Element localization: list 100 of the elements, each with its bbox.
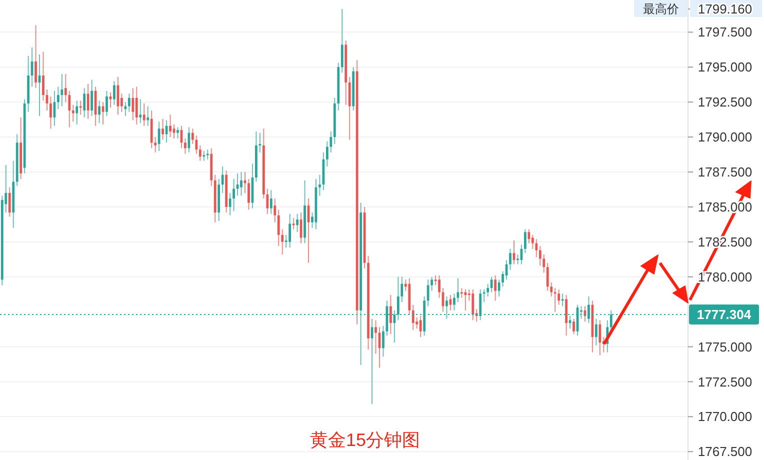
candlestick <box>330 130 332 153</box>
candlestick <box>195 135 198 154</box>
candlestick <box>83 88 86 118</box>
candlestick <box>426 279 430 307</box>
candlestick <box>456 278 460 303</box>
candlestick <box>86 83 90 120</box>
candlestick <box>412 304 414 330</box>
candlestick <box>192 128 194 145</box>
candlestick <box>34 24 37 89</box>
text: 黄金15分钟图 <box>310 430 420 450</box>
candlestick <box>594 318 598 346</box>
candlestick <box>494 274 497 302</box>
candlestick <box>146 106 150 126</box>
y-tick-label: 1790.000 <box>698 130 752 145</box>
candlestick <box>374 320 377 354</box>
candlestick <box>464 288 467 311</box>
candlestick <box>554 288 556 312</box>
y-tick-label: 1770.000 <box>698 409 752 424</box>
candlestick <box>270 190 272 214</box>
candlestick <box>531 234 534 250</box>
candlestick <box>430 276 433 292</box>
y-tick-label: 1795.000 <box>698 60 752 75</box>
candlestick <box>558 288 560 306</box>
candlestick <box>113 80 116 106</box>
candlestick <box>232 178 235 212</box>
candlestick <box>561 293 564 307</box>
candlestick <box>60 74 64 107</box>
candlestick <box>139 98 142 124</box>
candlestick <box>57 86 60 110</box>
candlestick <box>198 144 202 162</box>
candlestick <box>202 150 206 162</box>
y-tick-label: 1792.500 <box>698 94 752 110</box>
candlestick <box>382 325 384 358</box>
candlestick <box>482 288 486 303</box>
annotation: 最高价 <box>643 2 679 16</box>
candlestick <box>281 228 284 255</box>
y-tick-label: 1797.500 <box>698 24 752 40</box>
candlestick <box>106 90 108 117</box>
candlestick <box>68 90 71 128</box>
ref-line-label: 1777.304 <box>696 307 752 322</box>
candlestick <box>340 8 344 74</box>
candlestick <box>135 86 138 125</box>
candlestick <box>535 238 538 258</box>
candlestick <box>400 276 404 303</box>
candlestick <box>169 114 172 138</box>
candlestick <box>132 88 134 121</box>
candlestick <box>274 198 276 223</box>
candlestick <box>158 121 160 152</box>
candlestick <box>90 79 94 117</box>
candlestick <box>528 228 530 244</box>
candlestick <box>550 282 553 297</box>
candlestick <box>76 100 78 125</box>
candlestick <box>266 188 269 214</box>
candlestick <box>8 186 11 218</box>
candlestick <box>598 320 602 356</box>
candlestick <box>438 274 440 298</box>
candlestick <box>288 213 292 248</box>
candlestick <box>184 138 186 154</box>
candlestick <box>277 209 280 247</box>
candlestick <box>542 254 546 274</box>
y-tick-label: 1799.160 <box>698 2 752 16</box>
candlestick <box>162 118 164 140</box>
candlestick <box>128 93 130 112</box>
candlestick <box>565 294 568 336</box>
candlestick <box>240 171 242 196</box>
y-tick-label: 1767.500 <box>698 444 752 460</box>
candlestick <box>318 174 321 196</box>
candlestick <box>248 178 250 210</box>
candlestick <box>292 218 295 230</box>
candlestick <box>150 110 153 149</box>
candlestick <box>98 100 100 124</box>
candlestick <box>472 288 474 321</box>
candlestick <box>326 140 328 167</box>
candlestick <box>546 262 549 292</box>
candlestick <box>124 102 127 117</box>
y-tick-label: 1787.500 <box>698 164 752 180</box>
candlestick <box>296 213 298 233</box>
candlestick <box>390 294 392 335</box>
candlestick <box>453 293 456 311</box>
candlestick <box>42 51 44 102</box>
candlestick <box>419 315 422 338</box>
candlestick <box>449 294 452 311</box>
candlestick <box>176 126 179 139</box>
candlestick <box>64 74 67 103</box>
candlestick <box>486 283 490 297</box>
candlestick <box>258 132 262 153</box>
y-tick-label: 1772.500 <box>698 374 752 390</box>
candlestick <box>509 248 512 270</box>
candlestick <box>236 172 239 196</box>
y-tick-label: 1775.000 <box>698 339 752 354</box>
candlestick <box>50 96 52 130</box>
candlestick <box>72 104 74 122</box>
candlestick <box>538 246 542 266</box>
candlestick <box>524 228 526 254</box>
candlestick <box>460 288 463 298</box>
candlestick <box>572 318 575 335</box>
candlestick <box>172 124 176 139</box>
candlestick <box>490 276 493 293</box>
candlestick <box>348 76 351 140</box>
candlestick <box>142 102 146 126</box>
